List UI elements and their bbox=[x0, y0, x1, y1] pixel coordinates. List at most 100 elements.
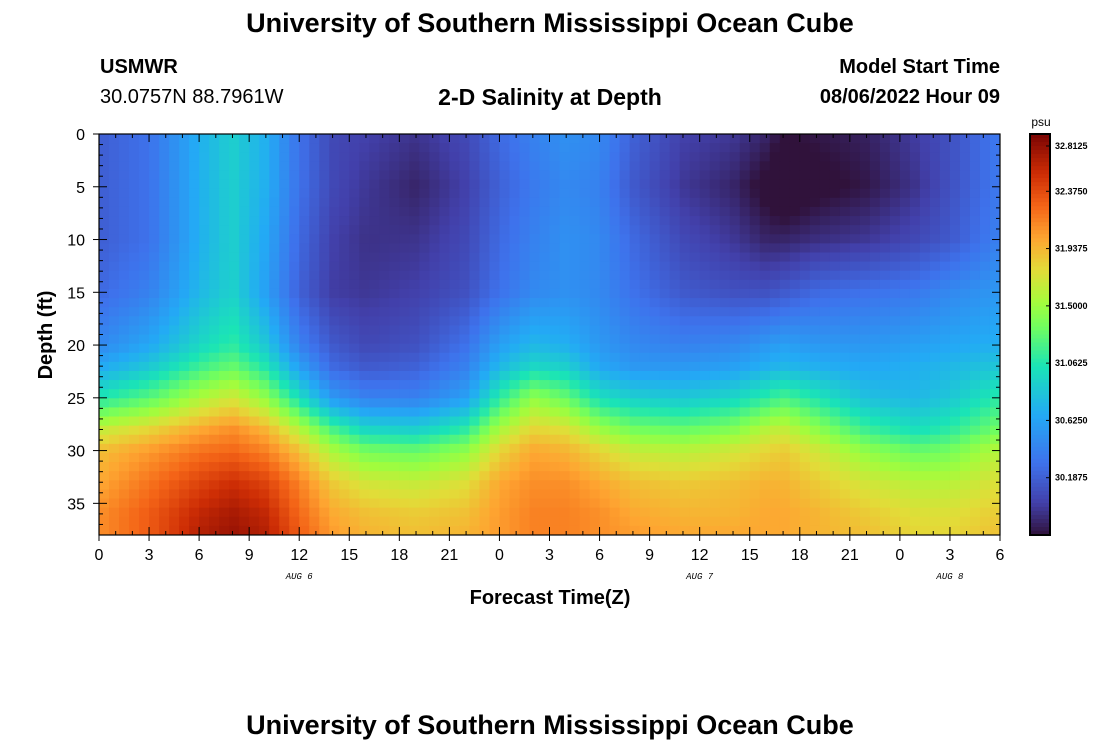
heatmap-cell bbox=[699, 152, 711, 162]
heatmap-cell bbox=[329, 370, 340, 381]
heatmap-cell bbox=[259, 152, 270, 162]
heatmap-cell bbox=[609, 525, 621, 535]
heatmap-cell bbox=[419, 380, 430, 390]
heatmap-cell bbox=[499, 443, 511, 454]
heatmap-cell bbox=[429, 225, 440, 235]
heatmap-cell bbox=[549, 225, 561, 235]
heatmap-cell bbox=[449, 279, 460, 290]
heatmap-cell bbox=[649, 279, 661, 290]
heatmap-cell bbox=[219, 197, 230, 208]
heatmap-cell bbox=[839, 380, 851, 390]
heatmap-cell bbox=[909, 480, 921, 491]
heatmap-cell bbox=[139, 489, 150, 500]
heatmap-cell bbox=[969, 261, 981, 272]
heatmap-cell bbox=[429, 480, 440, 491]
heatmap-cell bbox=[839, 252, 851, 263]
heatmap-cell bbox=[719, 407, 731, 418]
heatmap-cell bbox=[889, 361, 901, 372]
heatmap-cell bbox=[639, 370, 651, 381]
heatmap-cell bbox=[769, 234, 781, 244]
heatmap-cell bbox=[119, 425, 130, 436]
heatmap-cell bbox=[769, 361, 781, 372]
heatmap-cell bbox=[259, 261, 270, 272]
heatmap-cell bbox=[329, 398, 340, 409]
heatmap-cell bbox=[299, 279, 310, 290]
heatmap-cell bbox=[369, 352, 380, 363]
heatmap-cell bbox=[989, 179, 1000, 190]
heatmap-cell bbox=[629, 325, 641, 336]
heatmap-cell bbox=[709, 288, 721, 299]
heatmap-cell bbox=[599, 489, 611, 500]
heatmap-cell bbox=[439, 197, 450, 208]
heatmap-cell bbox=[459, 352, 471, 363]
heatmap-cell bbox=[399, 143, 410, 153]
heatmap-cell bbox=[279, 225, 290, 235]
heatmap-cell bbox=[929, 416, 941, 427]
colorbar-segment bbox=[1030, 298, 1050, 304]
heatmap-cell bbox=[409, 389, 420, 399]
heatmap-cell bbox=[979, 443, 991, 454]
heatmap-cell bbox=[949, 188, 961, 199]
heatmap-cell bbox=[509, 370, 521, 381]
heatmap-cell bbox=[419, 270, 430, 281]
heatmap-cell bbox=[839, 134, 851, 144]
heatmap-cell bbox=[629, 279, 641, 290]
heatmap-cell bbox=[309, 307, 320, 317]
heatmap-cell bbox=[279, 343, 290, 354]
heatmap-cell bbox=[459, 197, 471, 208]
heatmap-cell bbox=[579, 134, 591, 144]
heatmap-cell bbox=[739, 288, 751, 299]
heatmap-cell bbox=[979, 152, 991, 162]
heatmap-cell bbox=[779, 361, 791, 372]
heatmap-cell bbox=[879, 462, 891, 472]
heatmap-cell bbox=[929, 334, 941, 345]
heatmap-cell bbox=[659, 261, 671, 272]
heatmap-cell bbox=[699, 352, 711, 363]
heatmap-cell bbox=[819, 343, 831, 354]
heatmap-cell bbox=[689, 307, 701, 317]
heatmap-cell bbox=[649, 498, 661, 509]
heatmap-cell bbox=[589, 334, 601, 345]
heatmap-cell bbox=[279, 361, 290, 372]
heatmap-cell bbox=[979, 407, 991, 418]
heatmap-cell bbox=[779, 516, 791, 527]
heatmap-cell bbox=[439, 380, 450, 390]
heatmap-cell bbox=[409, 270, 420, 281]
heatmap-cell bbox=[339, 161, 350, 172]
heatmap-cell bbox=[169, 197, 180, 208]
heatmap-cell bbox=[739, 343, 751, 354]
heatmap-cell bbox=[319, 361, 330, 372]
heatmap-cell bbox=[309, 389, 320, 399]
heatmap-cell bbox=[529, 316, 541, 326]
heatmap-cell bbox=[549, 261, 561, 272]
heatmap-cell bbox=[739, 361, 751, 372]
heatmap-cell bbox=[189, 325, 200, 336]
heatmap-cell bbox=[229, 243, 240, 254]
heatmap-cell bbox=[99, 407, 110, 418]
heatmap-cell bbox=[449, 334, 460, 345]
heatmap-cell bbox=[99, 325, 110, 336]
heatmap-cell bbox=[849, 216, 861, 226]
heatmap-cell bbox=[519, 179, 531, 190]
colorbar-segment bbox=[1030, 242, 1050, 247]
heatmap-cell bbox=[309, 225, 320, 235]
heatmap-cell bbox=[779, 389, 791, 399]
heatmap-cell bbox=[609, 361, 621, 372]
heatmap-cell bbox=[219, 416, 230, 427]
heatmap-cell bbox=[119, 252, 130, 263]
heatmap-cell bbox=[729, 380, 741, 390]
heatmap-cell bbox=[229, 179, 240, 190]
heatmap-cell bbox=[499, 243, 511, 254]
heatmap-cell bbox=[829, 152, 841, 162]
heatmap-cell bbox=[149, 471, 160, 481]
heatmap-cell bbox=[729, 270, 741, 281]
heatmap-cell bbox=[539, 507, 551, 518]
heatmap-cell bbox=[899, 206, 911, 217]
heatmap-cell bbox=[679, 216, 691, 226]
heatmap-cell bbox=[539, 352, 551, 363]
heatmap-cell bbox=[189, 334, 200, 345]
heatmap-cell bbox=[559, 452, 571, 463]
heatmap-cell bbox=[139, 288, 150, 299]
heatmap-cell bbox=[179, 352, 190, 363]
heatmap-cell bbox=[769, 498, 781, 509]
